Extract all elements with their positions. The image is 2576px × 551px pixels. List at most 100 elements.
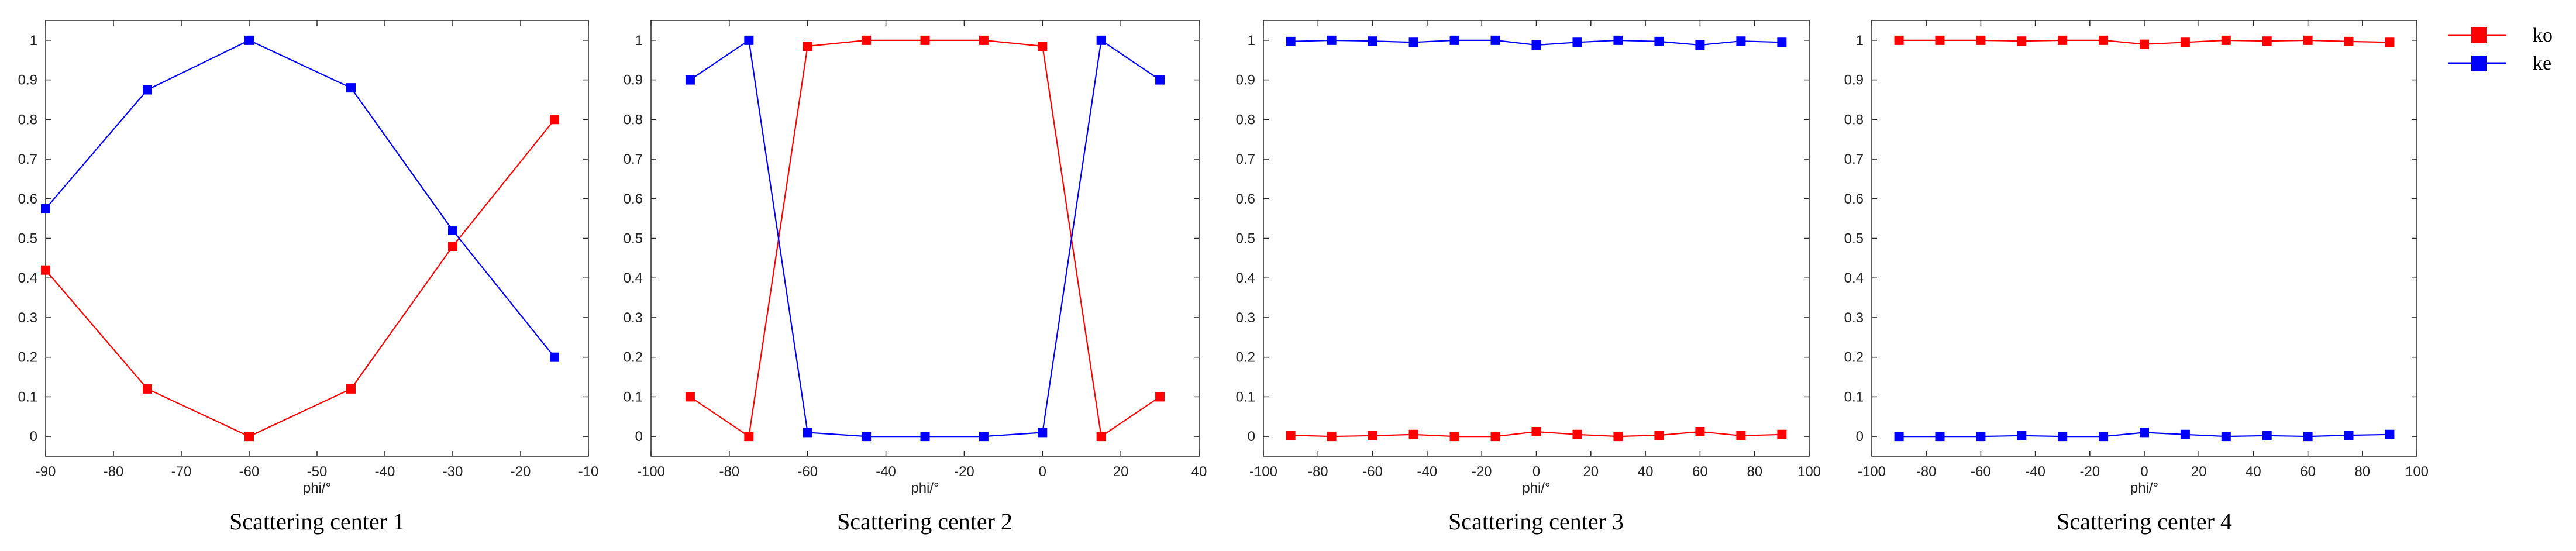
data-point-ke	[2180, 429, 2190, 439]
data-point-ke	[143, 85, 152, 95]
x-tick-label: -20	[511, 464, 531, 480]
x-tick-label: 20	[1583, 464, 1599, 480]
x-tick-label: 60	[2300, 464, 2316, 480]
y-tick-label: 1	[30, 33, 37, 49]
data-point-ko	[1490, 432, 1500, 442]
y-tick-label: 0.2	[1236, 350, 1255, 366]
y-tick-label: 0.9	[18, 73, 37, 88]
data-point-ke	[979, 432, 989, 442]
series-ke	[1894, 428, 2395, 442]
x-tick-label: 20	[1113, 464, 1129, 480]
data-point-ko	[920, 35, 930, 45]
series-line-ko	[690, 39, 1160, 438]
y-tick-label: 0.9	[1844, 73, 1864, 88]
y-tick-label: 0.4	[1236, 270, 1255, 286]
data-point-ko	[2303, 35, 2313, 45]
chart-caption: Scattering center 4	[2057, 508, 2232, 535]
y-tick-label: 0.5	[1844, 231, 1864, 247]
data-point-ko	[1935, 35, 1945, 45]
data-point-ko	[550, 115, 559, 125]
y-tick-label: 0.5	[18, 231, 37, 247]
x-tick-label: 40	[2246, 464, 2261, 480]
data-point-ko	[2344, 36, 2354, 46]
data-point-ko	[1777, 429, 1787, 439]
data-point-ko	[143, 384, 152, 394]
data-point-ke	[346, 83, 356, 93]
data-point-ke	[448, 225, 457, 235]
data-point-ke	[2221, 432, 2231, 442]
y-tick-label: 0.7	[1844, 151, 1864, 167]
plot-frame	[45, 20, 589, 457]
y-tick-label: 0.4	[1844, 270, 1864, 286]
y-tick-label: 0	[635, 429, 643, 445]
y-tick-label: 0.3	[1844, 310, 1864, 326]
data-point-ko	[1736, 431, 1746, 440]
legend-label-ke: ke	[2533, 53, 2551, 74]
y-tick-label: 0.4	[18, 270, 37, 286]
y-tick-label: 0.3	[624, 310, 643, 326]
data-point-ke	[1894, 432, 1904, 442]
data-point-ke	[2140, 428, 2149, 438]
x-tick-label: -80	[1308, 464, 1328, 480]
x-tick-label: 0	[1532, 464, 1540, 480]
y-tick-label: 0.8	[624, 112, 643, 128]
data-point-ke	[1695, 40, 1705, 50]
x-tick-label: -60	[797, 464, 818, 480]
x-tick-label: -20	[2079, 464, 2100, 480]
x-tick-label: -100	[1858, 464, 1886, 480]
x-tick-label: -20	[954, 464, 974, 480]
x-tick-label: -40	[876, 464, 896, 480]
data-point-ke	[1286, 36, 1296, 46]
data-point-ko	[1695, 427, 1705, 437]
data-point-ke	[744, 35, 754, 45]
x-tick-label: -40	[2025, 464, 2045, 480]
data-point-ke	[1490, 35, 1500, 45]
data-point-ko	[1613, 432, 1623, 442]
y-tick-label: 0.7	[624, 151, 643, 167]
y-tick-label: 0.7	[18, 151, 37, 167]
y-tick-label: 0	[1248, 429, 1255, 445]
y-tick-label: 1	[1856, 33, 1864, 49]
y-tick-label: 0.5	[1236, 231, 1255, 247]
data-point-ke	[1654, 36, 1664, 46]
data-point-ke	[41, 204, 50, 213]
x-axis-label: phi/°	[1522, 480, 1550, 496]
y-tick-label: 0	[30, 429, 37, 445]
y-tick-label: 0.6	[624, 191, 643, 207]
data-point-ko	[1155, 392, 1165, 402]
x-tick-label: -80	[719, 464, 740, 480]
legend-label-ko: ko	[2533, 25, 2553, 46]
data-point-ko	[803, 42, 812, 51]
chart-caption: Scattering center 1	[229, 508, 405, 535]
data-point-ko	[2221, 35, 2231, 45]
chart-caption: Scattering center 2	[837, 508, 1013, 535]
y-tick-label: 0.1	[18, 389, 37, 405]
x-tick-label: 80	[1747, 464, 1762, 480]
data-point-ke	[550, 352, 559, 362]
data-point-ko	[2058, 35, 2068, 45]
y-tick-label: 0.4	[624, 270, 643, 286]
series-ko	[1286, 427, 1787, 442]
y-tick-label: 1	[635, 33, 643, 49]
series-line-ke	[45, 39, 555, 358]
data-point-ke	[2344, 431, 2354, 440]
y-tick-label: 0.9	[1236, 73, 1255, 88]
x-tick-label: 40	[1191, 464, 1207, 480]
series-ke	[685, 35, 1165, 442]
x-tick-label: -100	[1249, 464, 1277, 480]
y-tick-label: 0.8	[18, 112, 37, 128]
series-ke	[41, 35, 559, 362]
data-point-ko	[862, 35, 872, 45]
x-tick-label: 60	[1692, 464, 1708, 480]
x-tick-label: -30	[443, 464, 463, 480]
legend-marker-ke	[2471, 56, 2487, 71]
data-point-ke	[2303, 432, 2313, 442]
y-tick-label: 0.8	[1236, 112, 1255, 128]
series-line-ke	[690, 39, 1160, 438]
series-ke	[1286, 35, 1787, 50]
data-point-ke	[862, 432, 872, 442]
legend: ko ke	[2448, 25, 2553, 74]
x-tick-label: 0	[1039, 464, 1046, 480]
x-tick-label: 0	[2140, 464, 2148, 480]
data-point-ke	[1777, 37, 1787, 47]
